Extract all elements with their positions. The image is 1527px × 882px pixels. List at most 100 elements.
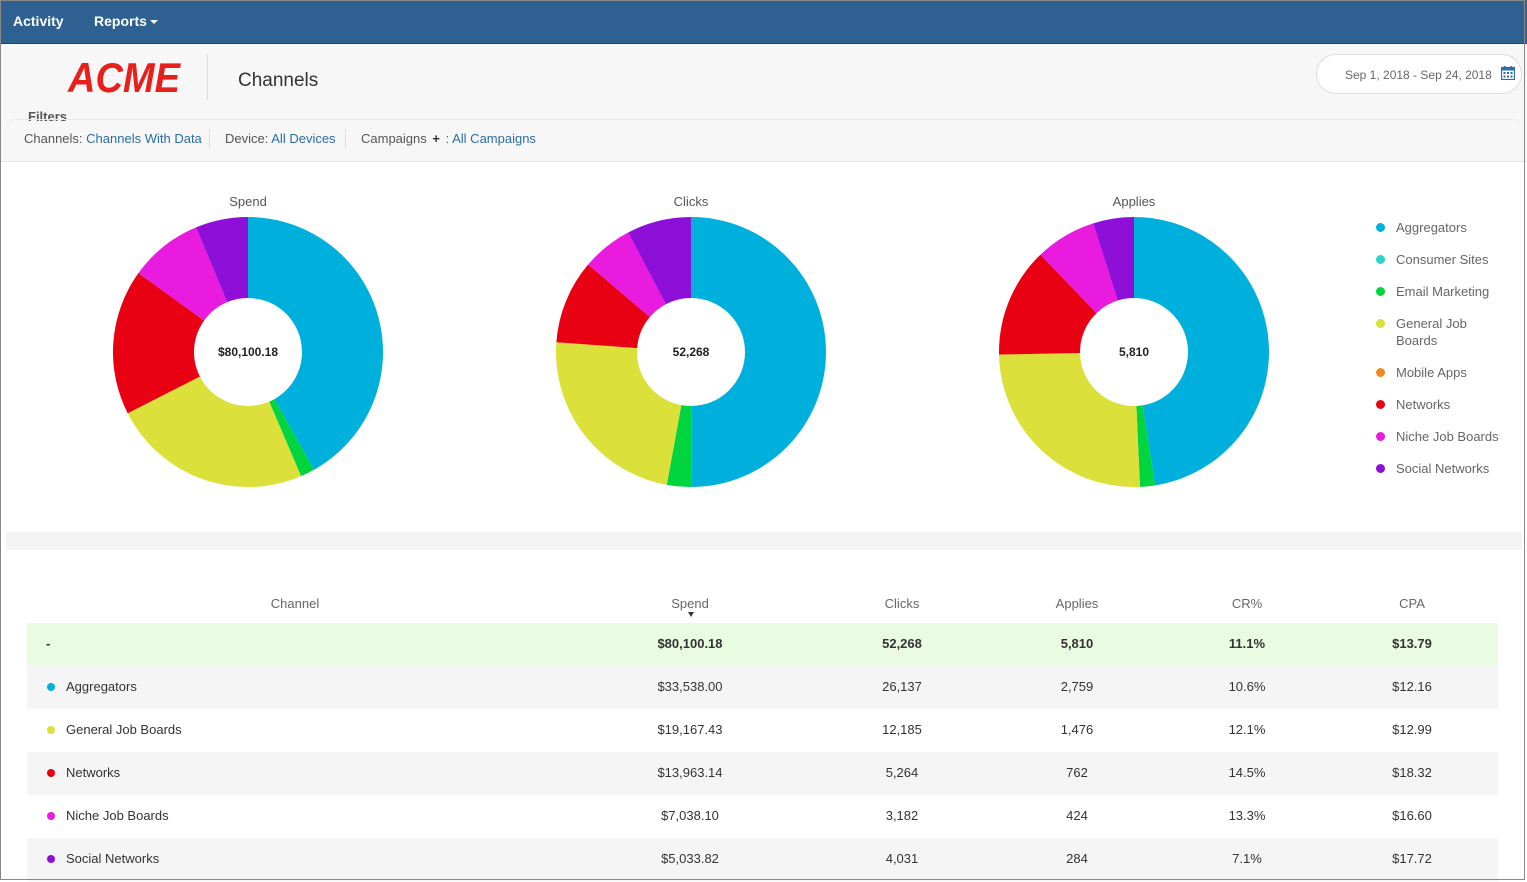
section-divider	[6, 532, 1522, 550]
cell-spend: $13,963.14	[657, 765, 723, 780]
legend-swatch	[1376, 287, 1385, 296]
donut-center-spend: $80,100.18	[217, 345, 279, 359]
cell-applies: 5,810	[1060, 636, 1094, 651]
add-campaign-icon[interactable]: +	[432, 131, 440, 146]
table-row[interactable]: General Job Boards $19,167.43 12,185 1,476 1…	[27, 709, 1498, 752]
legend-swatch	[1376, 319, 1385, 328]
nav-reports[interactable]: Reports	[94, 13, 158, 29]
legend-swatch	[1376, 368, 1385, 377]
slice-email-marketing[interactable]	[1136, 405, 1156, 487]
filter-campaigns[interactable]: Campaigns + : All Campaigns	[361, 131, 536, 146]
legend-swatch	[1376, 400, 1385, 409]
cell-applies: 762	[1066, 765, 1088, 780]
cell-clicks: 4,031	[885, 851, 919, 866]
cell-cr: 14.5%	[1228, 765, 1266, 780]
cell-channel: Social Networks	[66, 851, 160, 866]
cell-channel: Niche Job Boards	[66, 808, 169, 823]
cell-clicks: 5,264	[885, 765, 919, 780]
slice-aggregators[interactable]	[1134, 217, 1269, 486]
cell-cpa: $12.16	[1392, 679, 1432, 694]
page-title: Channels	[238, 70, 319, 91]
slice-email-marketing[interactable]	[269, 399, 315, 477]
filter-divider	[345, 129, 346, 149]
cell-cpa: $12.99	[1392, 722, 1432, 737]
cell-cr: 10.6%	[1228, 679, 1266, 694]
slice-aggregators[interactable]	[248, 217, 383, 470]
cell-spend: $19,167.43	[657, 722, 723, 737]
slice-social-networks[interactable]	[628, 217, 691, 305]
legend-swatch	[1376, 432, 1385, 441]
table-row[interactable]: Social Networks $5,033.82 4,031 284 7.1% $17.…	[27, 838, 1498, 881]
channel-color-dot	[47, 726, 55, 734]
cell-cpa: $16.60	[1392, 808, 1432, 823]
cell-cr: 12.1%	[1228, 722, 1266, 737]
table-total-row[interactable]: - $80,100.18 52,268 5,810 11.1% $13.79	[27, 623, 1498, 666]
column-header-clicks[interactable]: Clicks	[884, 596, 920, 611]
slice-niche-job-boards[interactable]	[1040, 223, 1118, 314]
legend-label: Consumer Sites	[1396, 252, 1489, 267]
legend-label: Email Marketing	[1396, 284, 1490, 299]
sort-desc-icon[interactable]	[688, 612, 694, 617]
nav-activity[interactable]: Activity	[13, 13, 64, 29]
legend-swatch	[1376, 223, 1385, 232]
cell-clicks: 12,185	[882, 722, 922, 737]
column-header-cr[interactable]: CR%	[1231, 596, 1263, 611]
filter-channels[interactable]: Channels: Channels With Data	[24, 131, 202, 146]
cell-applies: 284	[1066, 851, 1088, 866]
chart-title-applies: Applies	[1112, 194, 1156, 209]
slice-social-networks[interactable]	[196, 217, 248, 303]
cell-cpa: $13.79	[1392, 636, 1432, 651]
acme-logo[interactable]: ACME	[66, 54, 182, 98]
chevron-down-icon	[149, 20, 158, 25]
table-row[interactable]: Networks $13,963.14 5,264 762 14.5% $18.32	[27, 752, 1498, 795]
slice-general-job-boards[interactable]	[999, 353, 1140, 487]
filter-device-value[interactable]: All Devices	[271, 131, 336, 146]
column-header-cpa[interactable]: CPA	[1399, 596, 1425, 611]
table-row[interactable]: Niche Job Boards $7,038.10 3,182 424 13.3% $1…	[27, 795, 1498, 838]
cell-clicks: 26,137	[882, 679, 922, 694]
table-row[interactable]: Aggregators $33,538.00 26,137 2,759 10.6% $12…	[27, 666, 1498, 709]
date-range-text: Sep 1, 2018 - Sep 24, 2018	[1345, 68, 1492, 82]
slice-general-job-boards[interactable]	[556, 342, 682, 485]
date-range-picker[interactable]: Sep 1, 2018 - Sep 24, 2018	[1316, 54, 1522, 94]
filter-device-label: Device:	[225, 131, 269, 146]
filter-channels-value[interactable]: Channels With Data	[86, 131, 202, 146]
calendar-icon	[1501, 66, 1515, 80]
slice-aggregators[interactable]	[691, 217, 826, 487]
nav-reports-label: Reports	[94, 13, 147, 29]
slice-networks[interactable]	[999, 254, 1097, 355]
slice-niche-job-boards[interactable]	[588, 232, 666, 318]
slice-social-networks[interactable]	[1093, 217, 1134, 301]
slice-email-marketing[interactable]	[666, 405, 692, 487]
column-header-channel[interactable]: Channel	[270, 596, 320, 611]
filter-device[interactable]: Device: All Devices	[225, 131, 336, 146]
column-header-applies[interactable]: Applies	[1055, 596, 1099, 611]
cell-applies: 1,476	[1060, 722, 1094, 737]
cell-spend: $7,038.10	[661, 808, 719, 823]
slice-niche-job-boards[interactable]	[138, 227, 228, 321]
channel-color-dot	[47, 812, 55, 820]
donut-center-clicks: 52,268	[672, 345, 710, 359]
donut-center-applies: 5,810	[1118, 345, 1150, 359]
slice-general-job-boards[interactable]	[127, 376, 302, 487]
filter-campaigns-label: Campaigns	[361, 131, 427, 146]
cell-spend: $5,033.82	[661, 851, 719, 866]
filter-campaigns-value[interactable]: : All Campaigns	[445, 131, 536, 146]
slice-networks[interactable]	[113, 273, 205, 414]
filter-divider	[209, 129, 210, 149]
slice-networks[interactable]	[556, 264, 650, 349]
legend-label: Aggregators	[1396, 220, 1467, 235]
column-header-spend[interactable]: Spend	[671, 596, 709, 611]
chart-title-spend: Spend	[229, 194, 267, 209]
cell-channel: Aggregators	[66, 679, 137, 694]
top-nav: Activity Reports	[0, 0, 1527, 44]
cell-cpa: $18.32	[1392, 765, 1432, 780]
channel-color-dot	[47, 683, 55, 691]
channel-color-dot	[47, 855, 55, 863]
cell-clicks: 52,268	[882, 636, 922, 651]
cell-cpa: $17.72	[1392, 851, 1432, 866]
channel-color-dot	[47, 769, 55, 777]
legend-label: General Job Boards	[1396, 316, 1467, 348]
chart-title-clicks: Clicks	[673, 194, 709, 209]
cell-channel: -	[46, 636, 51, 651]
